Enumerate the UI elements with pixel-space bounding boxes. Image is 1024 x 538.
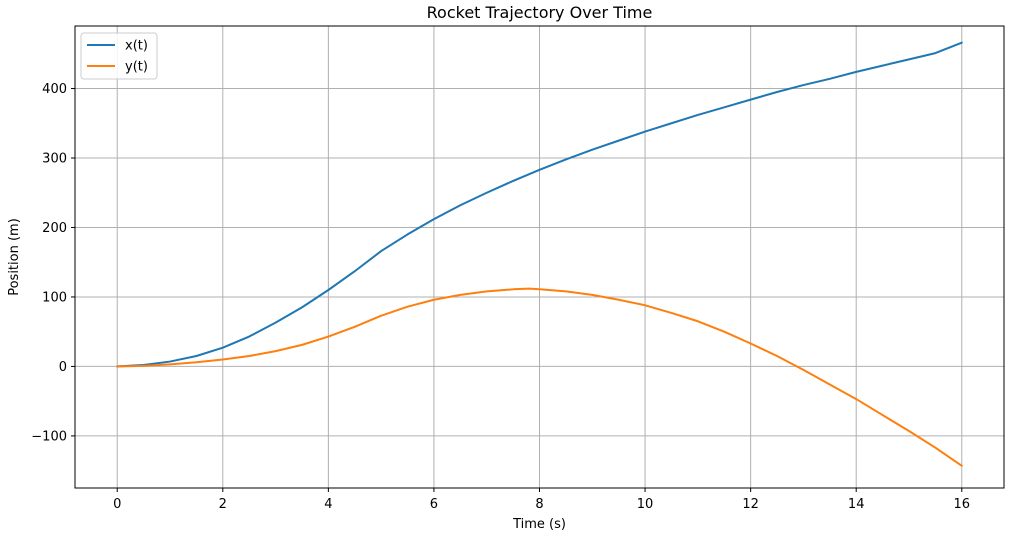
series-lines [116, 41, 963, 467]
x-tick-label: 4 [324, 497, 332, 512]
x-tick-label: 14 [848, 497, 865, 512]
x-tick-label: 6 [430, 497, 438, 512]
axis-ticks: 0 2 4 6 8 10 12 14 16 −100 0 100 200 300 400 [31, 82, 970, 512]
x-tick-label: 16 [953, 497, 970, 512]
x-axis-label: Time (s) [512, 517, 566, 532]
y-tick-label: 100 [42, 290, 67, 305]
y-axis-label: Position (m) [7, 218, 22, 296]
grid [75, 26, 1004, 488]
y-tick-label: 0 [59, 360, 67, 375]
legend-label: y(t) [125, 60, 148, 75]
x-tick-label: 0 [113, 497, 121, 512]
x-tick-label: 8 [535, 497, 543, 512]
y-tick-label: −100 [31, 429, 67, 444]
legend: x(t) y(t) [80, 32, 158, 80]
x-tick-label: 12 [742, 497, 759, 512]
y-tick-label: 300 [42, 152, 67, 167]
series-line-x [116, 41, 963, 368]
legend-label: x(t) [125, 39, 148, 54]
y-tick-label: 400 [42, 82, 67, 97]
y-tick-label: 200 [42, 221, 67, 236]
chart-title: Rocket Trajectory Over Time [427, 3, 653, 22]
x-tick-label: 10 [637, 497, 654, 512]
series-line-y [116, 287, 963, 467]
x-tick-label: 2 [219, 497, 227, 512]
